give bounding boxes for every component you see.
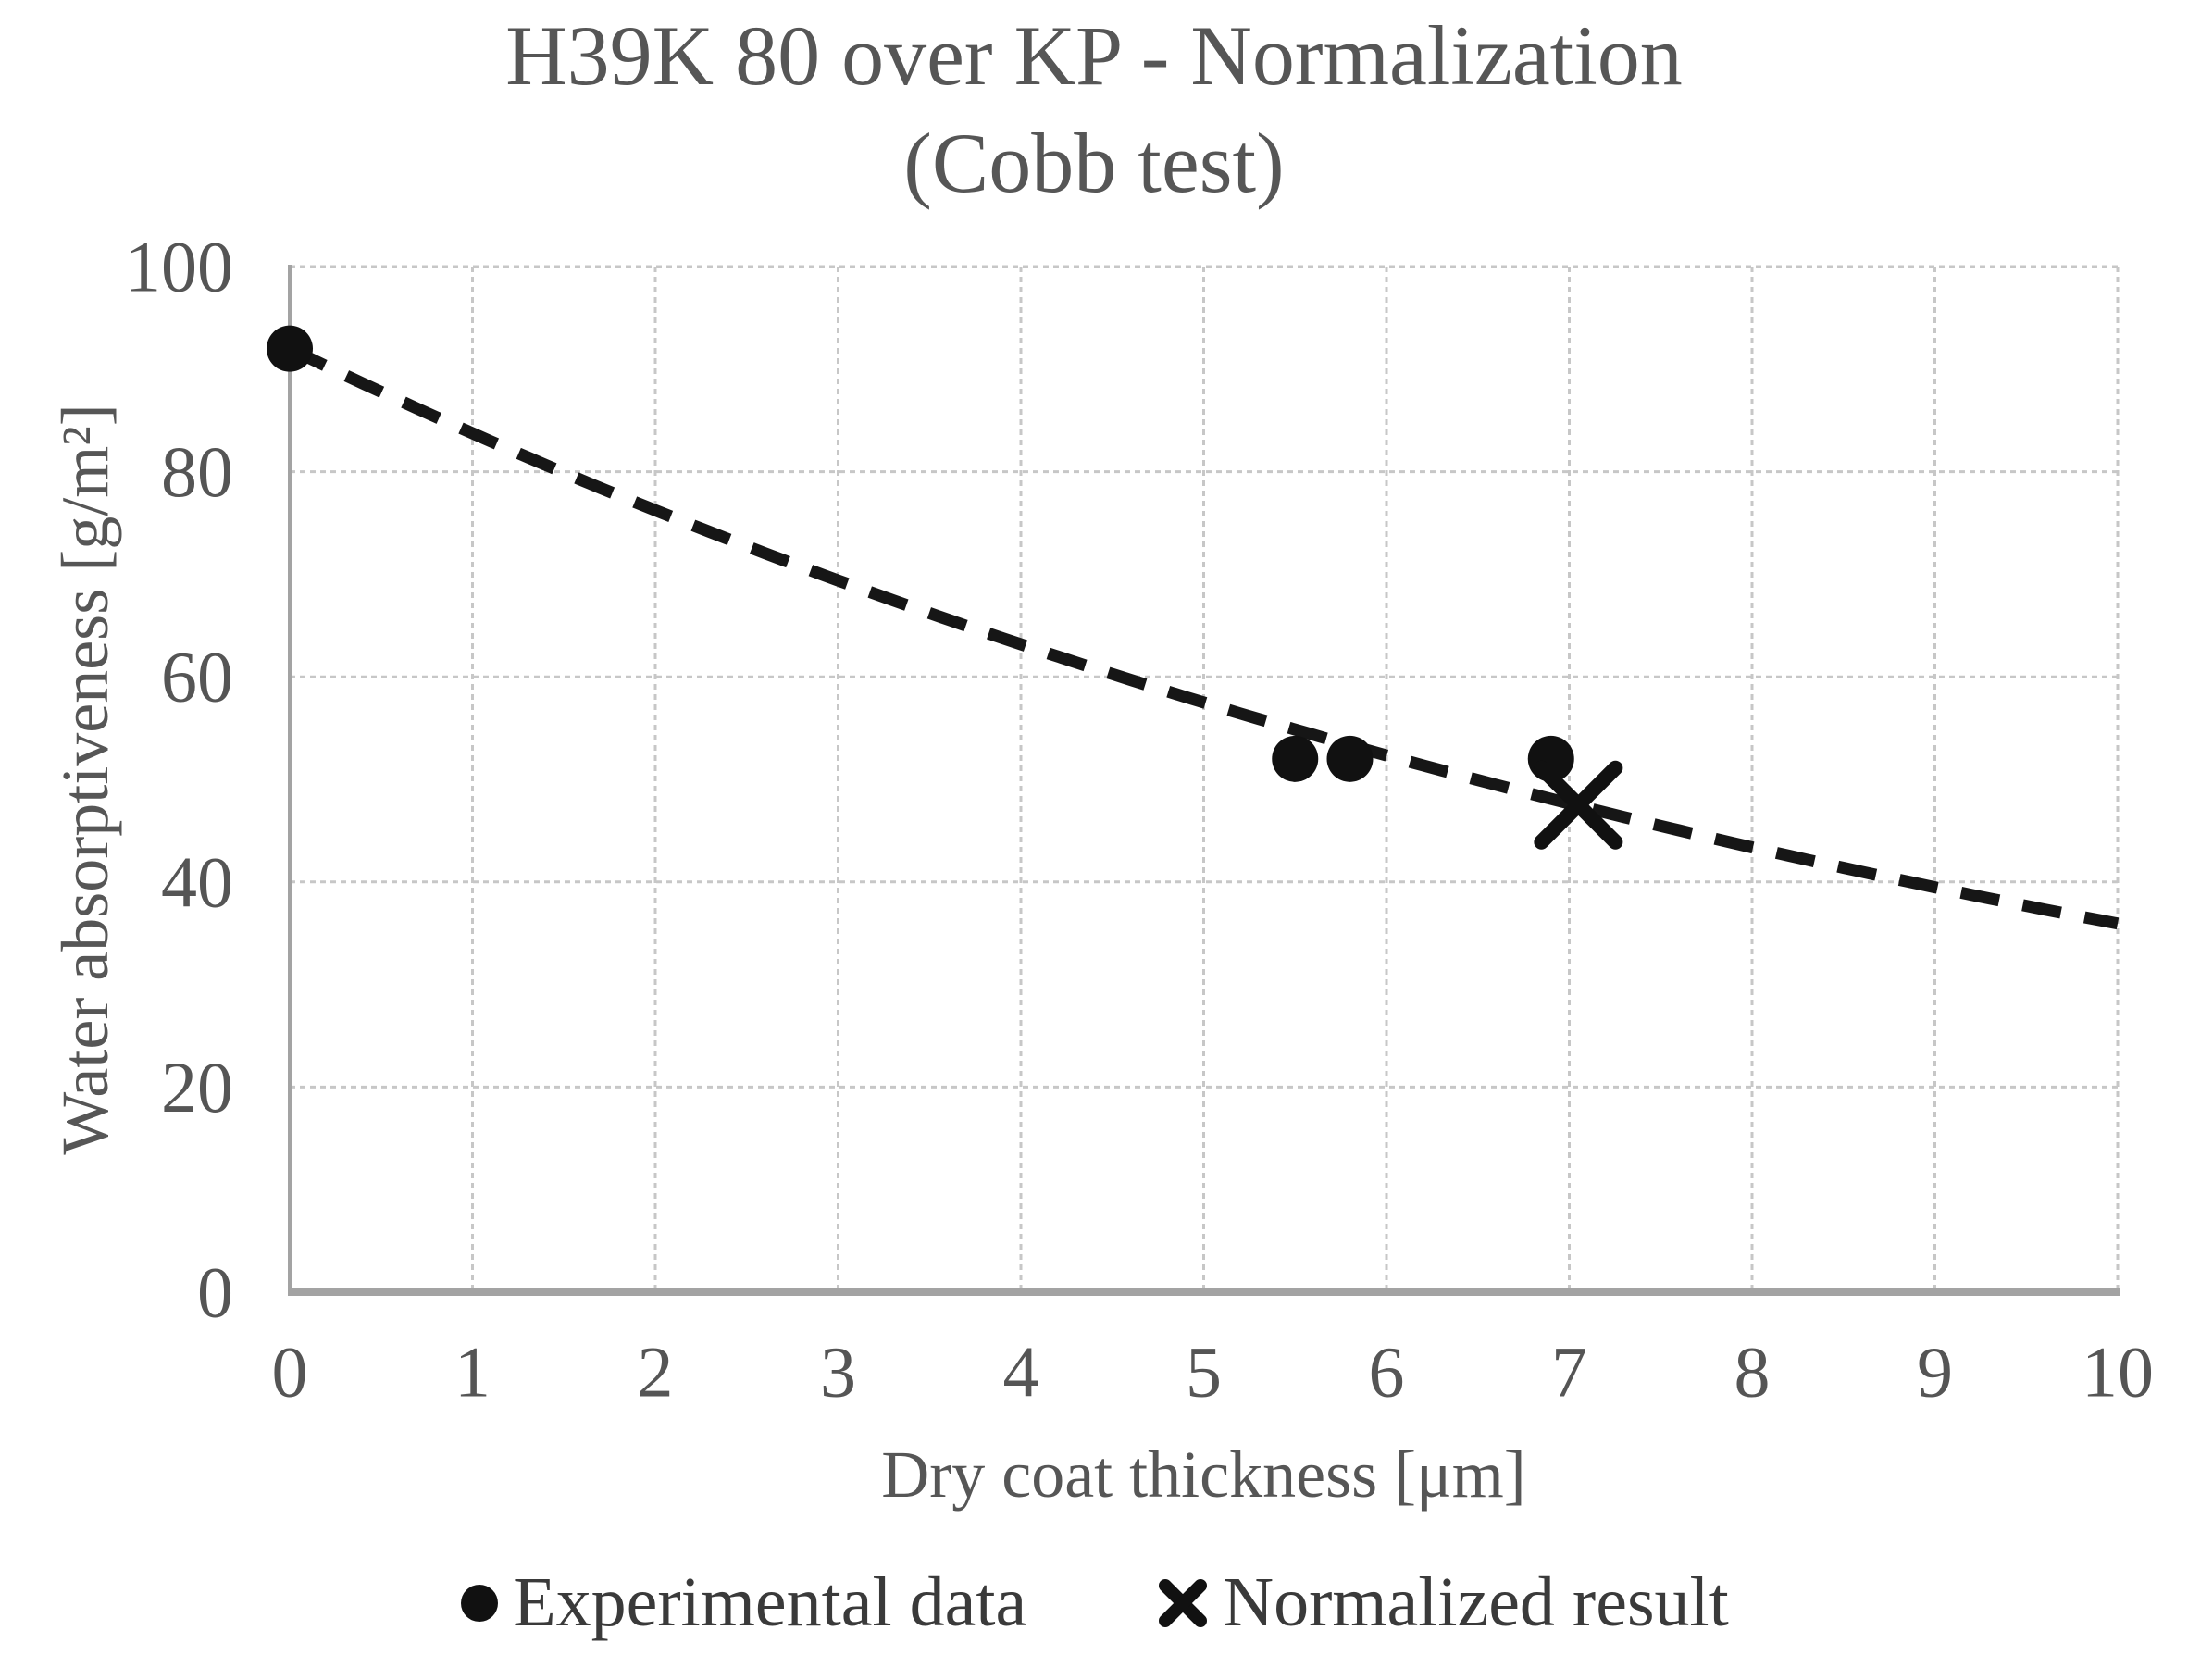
chart-title: H39K 80 over KP - Normalization <box>505 8 1683 103</box>
x-tick-label: 1 <box>454 1331 491 1412</box>
data-point-experimental <box>267 325 313 372</box>
y-tick-label: 40 <box>161 841 233 922</box>
x-tick-label: 3 <box>820 1331 856 1412</box>
x-tick-label: 9 <box>1917 1331 1953 1412</box>
x-axis-title: Dry coat thickness [μm] <box>881 1437 1526 1512</box>
legend-item-label: Normalized result <box>1223 1563 1729 1641</box>
legend-item-normalized: Normalized result <box>1156 1562 1729 1643</box>
legend-item-label: Experimental data <box>513 1563 1027 1641</box>
data-point-experimental <box>1272 735 1319 782</box>
x-tick-label: 5 <box>1186 1331 1222 1412</box>
y-tick-label: 80 <box>161 431 233 512</box>
chart-subtitle: (Cobb test) <box>903 116 1285 210</box>
data-point-experimental <box>1326 735 1374 782</box>
chart-title-block: H39K 80 over KP - Normalization (Cobb te… <box>0 2 2188 217</box>
y-tick-label: 100 <box>125 227 233 307</box>
y-tick-label: 60 <box>161 637 233 717</box>
y-tick-label: 0 <box>197 1252 233 1333</box>
x-tick-label: 8 <box>1734 1331 1771 1412</box>
x-tick-label: 10 <box>2082 1331 2154 1412</box>
experimental-circle-marker-icon <box>459 1583 500 1624</box>
data-point-normalized <box>1534 760 1623 850</box>
legend: Experimental data Normalized result <box>0 1562 2188 1643</box>
x-tick-label: 6 <box>1369 1331 1405 1412</box>
y-tick-label: 20 <box>161 1047 233 1127</box>
trend-line <box>287 342 2120 930</box>
x-tick-label: 7 <box>1551 1331 1587 1412</box>
legend-item-experimental: Experimental data <box>459 1562 1026 1643</box>
x-tick-label: 2 <box>638 1331 674 1412</box>
normalized-x-cross-marker-icon <box>1156 1576 1210 1630</box>
x-tick-label: 0 <box>272 1331 308 1412</box>
x-tick-label: 4 <box>1003 1331 1039 1412</box>
y-axis-title: Water absorptiveness [g/m²] <box>48 404 122 1155</box>
